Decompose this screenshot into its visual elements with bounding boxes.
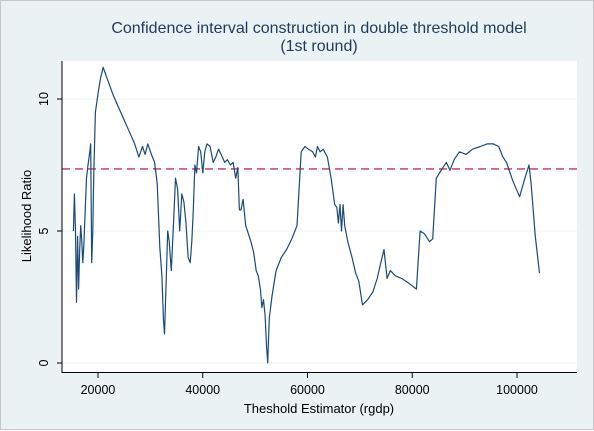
y-axis-label: Likelihood Ratio [19, 170, 34, 263]
x-tick-label: 80000 [395, 383, 430, 397]
grid-lines [62, 98, 577, 364]
y-tick-label: 0 [37, 359, 51, 366]
plot-area [62, 61, 577, 372]
x-tick-label: 40000 [185, 383, 220, 397]
chart-subtitle: (1st round) [280, 38, 357, 55]
y-tick-label: 10 [37, 92, 51, 106]
series-line [72, 66, 541, 364]
x-tick-label: 20000 [81, 383, 116, 397]
series-layer [72, 66, 541, 364]
x-tick-label: 100000 [496, 383, 538, 397]
x-axis-label: Theshold Estimator (rgdp) [244, 401, 394, 416]
chart-title: Confidence interval construction in doub… [111, 20, 526, 37]
axis-ticks: 20000 40000 60000 80000 100000 0 5 10 [37, 92, 538, 397]
y-tick-label: 5 [37, 227, 51, 234]
x-tick-label: 60000 [290, 383, 325, 397]
